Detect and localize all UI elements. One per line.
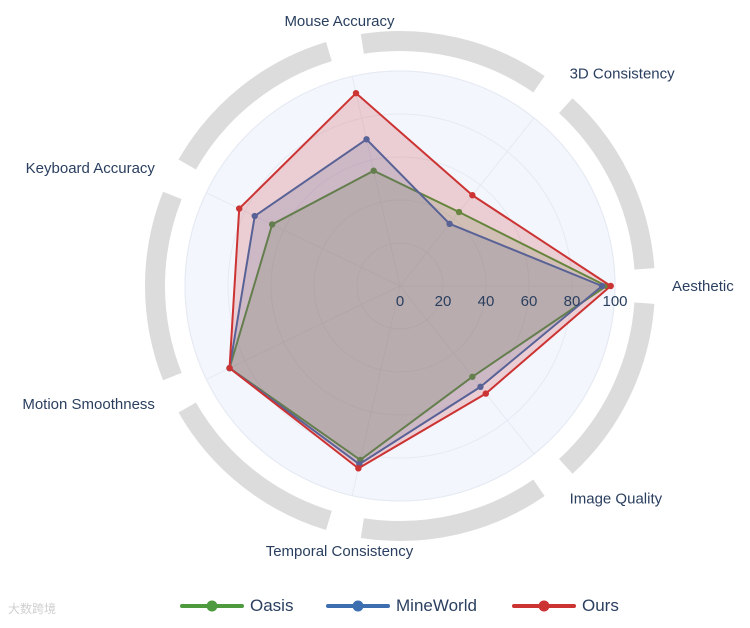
outer-band-segments [145, 31, 655, 541]
legend-label-mineworld: MineWorld [396, 596, 477, 615]
axis-label-mouse-accuracy: Mouse Accuracy [284, 13, 395, 30]
grid-spoke [206, 285, 401, 380]
data-point-oasis [268, 221, 276, 228]
axis-label-motion-smoothness: Motion Smoothness [22, 396, 155, 413]
data-point-oasis [370, 167, 377, 174]
legend-swatch-oasis [180, 600, 244, 612]
radial-tick-label: 40 [478, 293, 495, 310]
data-point-oasis [455, 208, 463, 216]
band-segment [178, 402, 332, 531]
radial-tick-label: 100 [602, 293, 627, 310]
legend-item-mineworld[interactable]: MineWorld [326, 592, 477, 620]
data-point-mineworld [363, 136, 370, 143]
polar-grid [184, 70, 616, 502]
data-point-ours [469, 192, 476, 199]
series-area-ours [228, 92, 612, 470]
band-segment [360, 31, 545, 93]
watermark: 大数跨境 [8, 602, 57, 616]
data-point-mineworld [446, 220, 453, 228]
legend-marker [352, 600, 364, 612]
grid-spoke [399, 285, 535, 455]
axis-label-temporal-consistency: Temporal Consistency [266, 543, 414, 560]
band-segment [145, 191, 182, 381]
legend-label-ours: Ours [582, 596, 619, 615]
band-segment [178, 41, 332, 170]
radial-tick-label: 80 [564, 293, 581, 310]
axis-label-keyboard-accuracy: Keyboard Accuracy [26, 160, 156, 177]
data-point-ours [355, 465, 362, 472]
radial-tick-label: 0 [396, 293, 404, 310]
legend-swatch-mineworld [326, 600, 390, 612]
band-segment [558, 98, 655, 270]
grid-spoke [351, 76, 401, 287]
radial-tick-labels: 0 20 40 60 80 100 [396, 293, 628, 310]
grid-spoke [399, 117, 535, 287]
data-point-mineworld [251, 212, 258, 220]
band-segment [558, 302, 655, 474]
data-point-mineworld [598, 282, 606, 290]
series-layer [226, 89, 614, 472]
axis-labels: Aesthetic 3D Consistency Mouse Accuracy Key… [22, 13, 734, 560]
series-area-oasis [228, 169, 608, 461]
band-segment [360, 479, 545, 541]
data-point-ours [226, 364, 233, 372]
legend-item-ours[interactable]: Ours [512, 592, 619, 620]
data-point-ours [352, 89, 360, 97]
legend-marker [538, 600, 550, 612]
axis-label-image-quality: Image Quality [570, 491, 663, 508]
data-point-ours [482, 390, 489, 397]
axis-label-aesthetic: Aesthetic [672, 278, 734, 295]
data-point-oasis [469, 373, 476, 380]
legend-label-oasis: Oasis [250, 596, 294, 615]
data-point-ours [236, 205, 243, 212]
series-area-mineworld [228, 138, 604, 466]
legend-swatch-ours [512, 600, 576, 612]
legend: Oasis MineWorld Ours [0, 592, 750, 620]
legend-item-oasis[interactable]: Oasis [180, 592, 293, 620]
axis-label-3d-consistency: 3D Consistency [570, 65, 676, 82]
radial-tick-label: 20 [435, 293, 452, 310]
data-point-ours [607, 282, 614, 290]
legend-marker [206, 600, 218, 612]
radial-tick-label: 60 [521, 293, 538, 310]
data-point-mineworld [477, 383, 484, 391]
